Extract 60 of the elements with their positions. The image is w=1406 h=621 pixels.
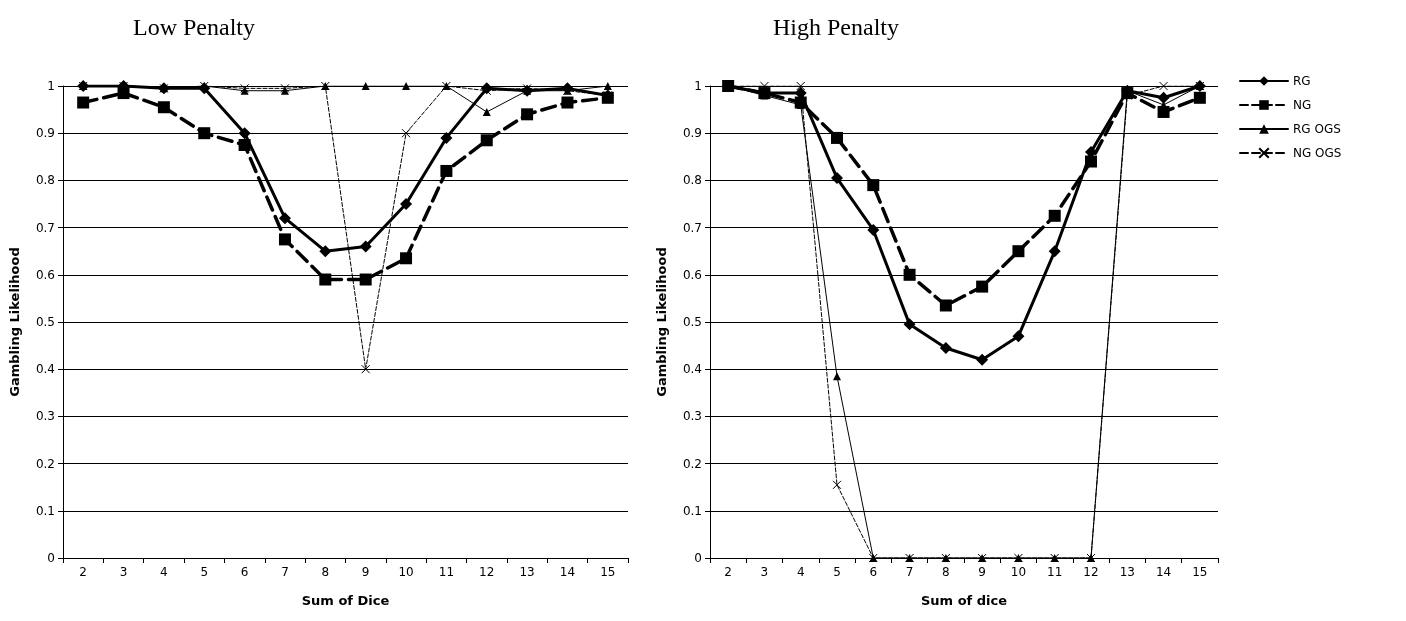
x-tick-label: 2 xyxy=(79,565,87,579)
y-tick-label: 0.6 xyxy=(35,267,55,282)
x-tick-label: 7 xyxy=(281,565,289,579)
y-tick-label: 0 xyxy=(47,551,55,565)
x-tick-label: 5 xyxy=(833,565,841,579)
x-tick-label: 13 xyxy=(1119,565,1135,579)
legend-label: NG xyxy=(1293,98,1312,112)
x-axis-title: Sum of Dice xyxy=(301,593,390,608)
y-tick-label: 0.4 xyxy=(682,362,702,377)
x-tick-label: 6 xyxy=(869,565,878,579)
x-tick-label: 12 xyxy=(1083,565,1099,579)
x-tick-label: 11 xyxy=(438,565,455,579)
x-tick-label: 4 xyxy=(160,565,168,579)
y-tick-label: 0.2 xyxy=(682,456,702,471)
x-tick-label: 2 xyxy=(724,565,732,579)
x-tick-label: 3 xyxy=(760,565,769,579)
y-tick-label: 0.5 xyxy=(35,315,55,329)
y-tick-label: 0.3 xyxy=(35,409,55,424)
y-tick-label: 1 xyxy=(47,79,55,93)
x-tick-label: 4 xyxy=(796,565,805,579)
y-tick-label: 0.7 xyxy=(35,220,55,235)
x-tick-label: 15 xyxy=(600,565,616,579)
y-tick-label: 0.9 xyxy=(35,126,55,141)
x-tick-label: 6 xyxy=(240,565,249,579)
x-tick-label: 8 xyxy=(321,565,330,579)
y-tick-label: 0.1 xyxy=(682,503,702,518)
x-tick-label: 14 xyxy=(559,565,576,579)
x-tick-label: 10 xyxy=(1010,565,1027,579)
y-tick-label: 0.6 xyxy=(682,267,702,282)
x-tick-label: 9 xyxy=(978,565,986,579)
x-tick-label: 8 xyxy=(942,565,950,579)
y-tick-label: 0.5 xyxy=(682,315,702,329)
legend-label: RG xyxy=(1293,74,1311,88)
y-tick-label: 0.8 xyxy=(35,173,55,188)
x-axis-title: Sum of dice xyxy=(920,593,1008,608)
legend-label: RG OGS xyxy=(1293,122,1341,136)
y-tick-label: 1 xyxy=(694,79,702,93)
x-tick-label: 13 xyxy=(519,565,535,579)
y-tick-label: 0.2 xyxy=(35,456,55,471)
x-tick-label: 12 xyxy=(479,565,495,579)
y-tick-label: 0.3 xyxy=(682,409,702,424)
y-tick-label: 0.1 xyxy=(35,503,55,518)
x-tick-label: 3 xyxy=(119,565,128,579)
legend-label: NG OGS xyxy=(1293,146,1342,160)
y-tick-label: 0.4 xyxy=(35,362,55,377)
y-tick-label: 0.7 xyxy=(682,220,702,235)
x-tick-label: 11 xyxy=(1047,565,1063,579)
y-tick-label: 0 xyxy=(694,551,702,565)
x-tick-label: 5 xyxy=(200,565,209,579)
x-tick-label: 10 xyxy=(398,565,414,579)
x-tick-label: 15 xyxy=(1192,565,1208,579)
x-tick-label: 7 xyxy=(905,565,914,579)
y-tick-label: 0.8 xyxy=(682,173,702,188)
chart-title: Low Penalty xyxy=(133,14,255,40)
chart-title: High Penalty xyxy=(773,14,899,40)
y-tick-label: 0.9 xyxy=(682,126,702,141)
x-tick-label: 14 xyxy=(1155,565,1172,579)
x-tick-label: 9 xyxy=(361,565,370,579)
y-axis-title: Gambling Likelihood xyxy=(654,247,669,397)
y-axis-title: Gambling Likelihood xyxy=(7,247,22,397)
